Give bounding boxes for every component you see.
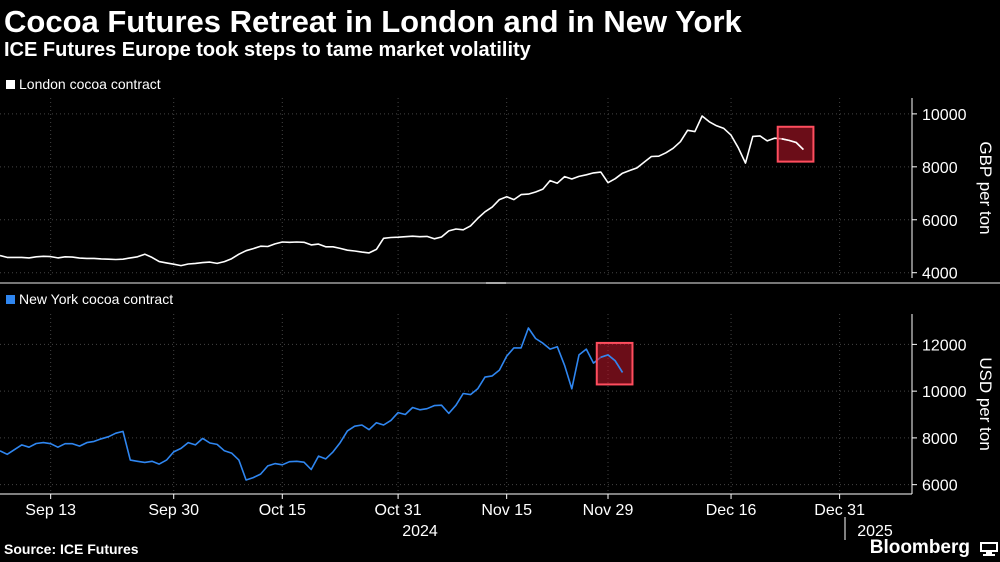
chart-subtitle: ICE Futures Europe took steps to tame ma… bbox=[4, 39, 531, 61]
x-tick-label-3: Oct 31 bbox=[375, 502, 422, 519]
london-ytick-label-3: 10000 bbox=[922, 107, 967, 124]
x-tick-label-1: Sep 30 bbox=[148, 502, 199, 519]
london-ytick-label-0: 4000 bbox=[922, 266, 958, 283]
x-tick-label-5: Nov 29 bbox=[583, 502, 634, 519]
x-tick-label-7: Dec 31 bbox=[814, 502, 865, 519]
london-highlight-box bbox=[776, 125, 815, 163]
source-note: Source: ICE Futures bbox=[4, 541, 139, 557]
x-tick-label-6: Dec 16 bbox=[706, 502, 757, 519]
new-york-ytick-label-3: 12000 bbox=[922, 337, 967, 354]
london-ytick-label-2: 8000 bbox=[922, 160, 958, 177]
london-highlight-line bbox=[781, 138, 804, 151]
new-york-legend-swatch bbox=[6, 295, 15, 304]
year-label-2024: 2024 bbox=[402, 523, 438, 540]
new-york-ytick-label-1: 8000 bbox=[922, 431, 958, 448]
new-york-ytick-label-0: 6000 bbox=[922, 478, 958, 495]
new-york-series-line bbox=[0, 327, 624, 481]
chart-title: Cocoa Futures Retreat in London and in N… bbox=[4, 4, 742, 39]
x-tick-label-2: Oct 15 bbox=[259, 502, 306, 519]
london-y-axis-title: GBP per ton bbox=[976, 141, 995, 234]
london-legend-swatch bbox=[6, 80, 15, 89]
new-york-highlight-line bbox=[600, 354, 624, 373]
x-tick-label-4: Nov 15 bbox=[481, 502, 532, 519]
brand-logo: Bloomberg bbox=[869, 537, 970, 558]
year-label-2025: 2025 bbox=[857, 523, 893, 540]
x-tick-label-0: Sep 13 bbox=[25, 502, 76, 519]
new-york-legend-label: New York cocoa contract bbox=[19, 291, 173, 307]
london-ytick-label-1: 6000 bbox=[922, 213, 958, 230]
london-series-line bbox=[0, 115, 804, 267]
bloomberg-terminal-icon bbox=[980, 542, 998, 556]
new-york-highlight-box bbox=[595, 341, 634, 386]
london-legend-label: London cocoa contract bbox=[19, 76, 161, 92]
new-york-ytick-label-2: 10000 bbox=[922, 384, 967, 401]
new-york-y-axis-title: USD per ton bbox=[976, 357, 995, 451]
